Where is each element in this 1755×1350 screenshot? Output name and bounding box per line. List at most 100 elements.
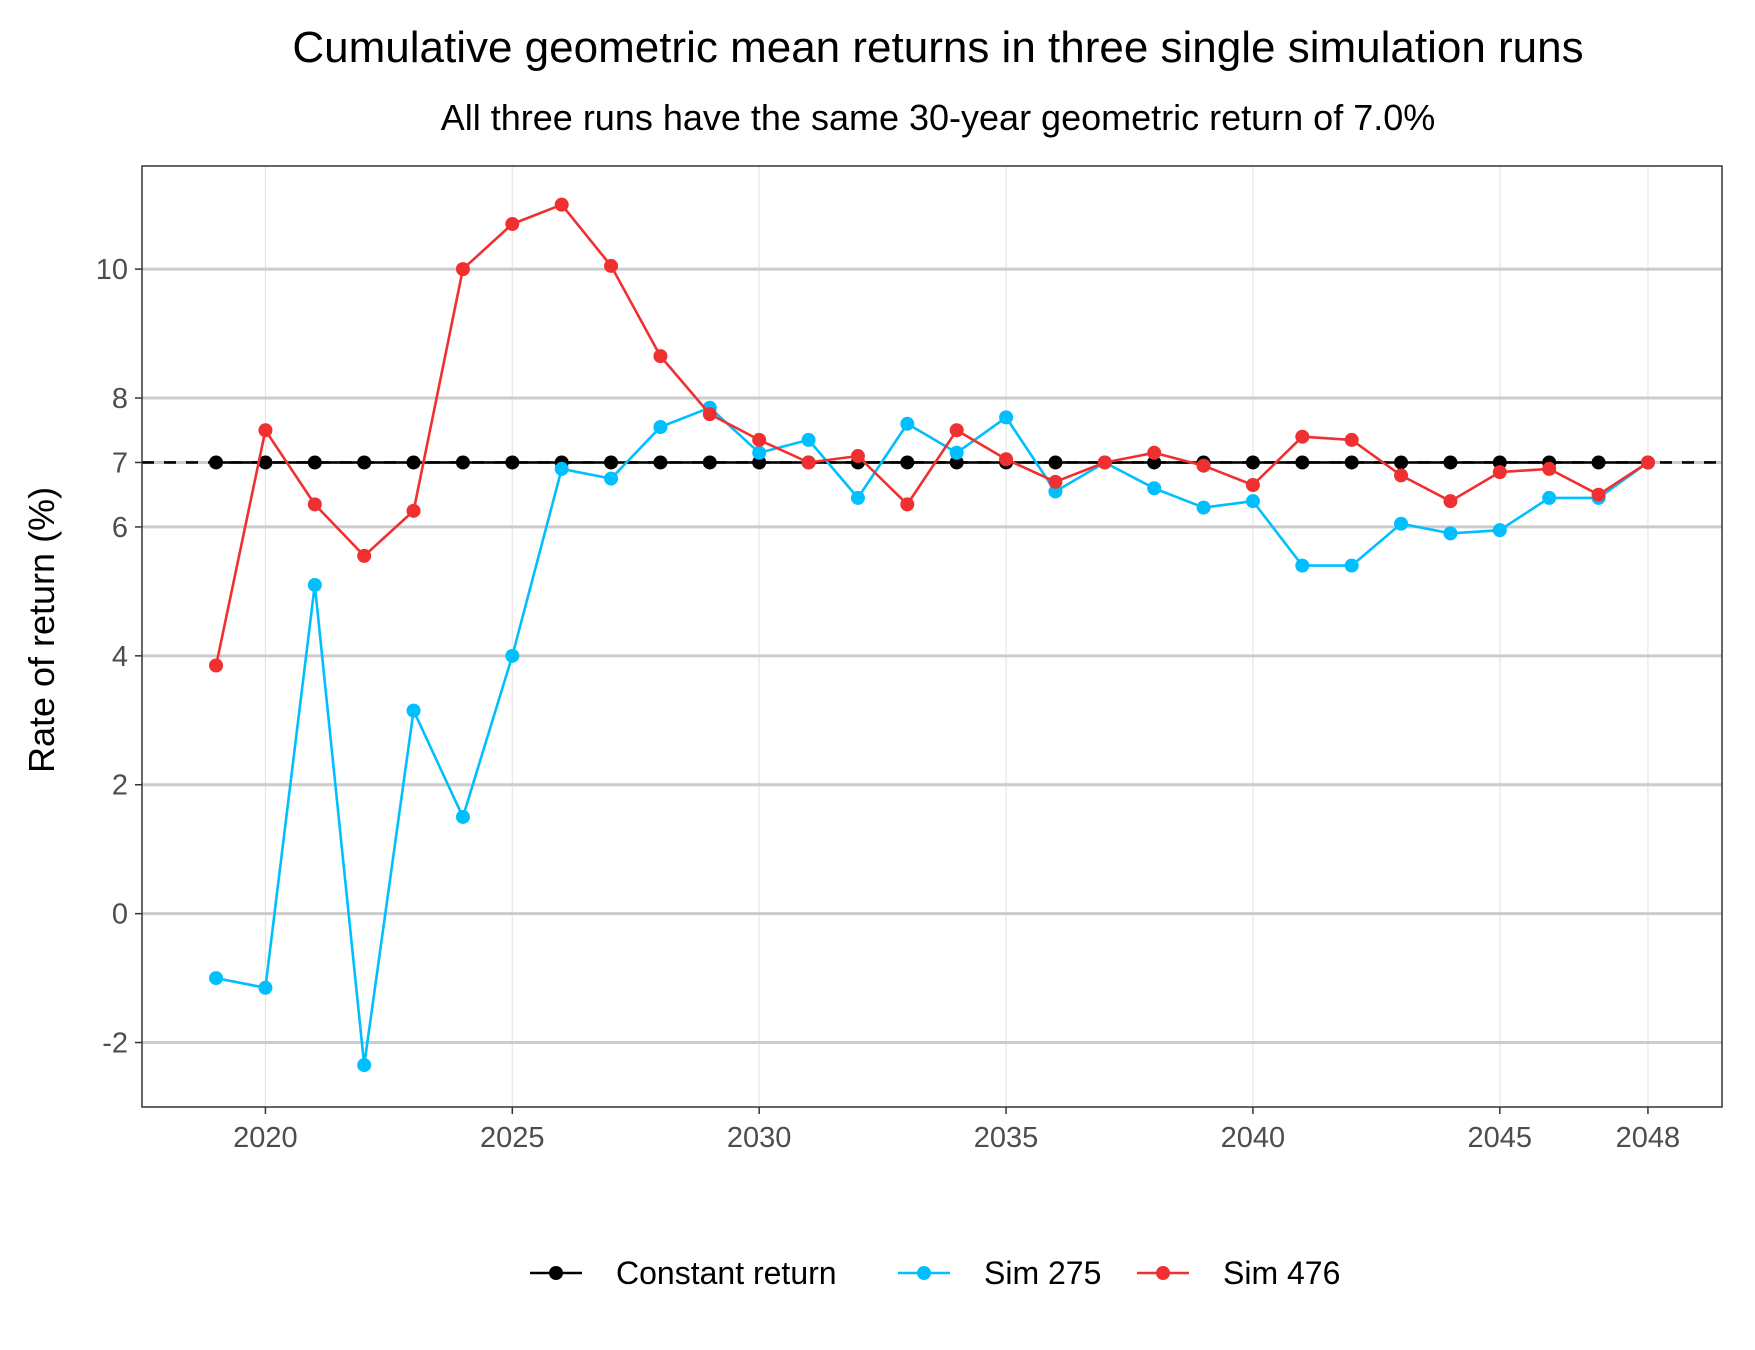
legend: Constant return Sim 275 Sim 476: [530, 1255, 1340, 1291]
data-point: [801, 432, 816, 447]
x-tick-label: 2030: [727, 1122, 792, 1154]
data-point: [1443, 526, 1458, 541]
data-point: [307, 497, 322, 512]
data-point: [357, 455, 372, 470]
data-point: [406, 503, 421, 518]
data-point: [999, 410, 1014, 425]
y-tick-label: 8: [112, 383, 128, 415]
data-point: [604, 471, 619, 486]
legend-key-point: [1156, 1266, 1170, 1280]
data-point: [1492, 465, 1507, 480]
data-point: [1443, 494, 1458, 509]
legend-label: Constant return: [616, 1255, 837, 1291]
data-point: [752, 432, 767, 447]
data-point: [1394, 455, 1409, 470]
data-point: [1591, 455, 1606, 470]
data-point: [1492, 523, 1507, 538]
data-point: [357, 548, 372, 563]
data-point: [702, 455, 717, 470]
legend-item: Sim 275: [898, 1255, 1101, 1291]
legend-item: Sim 476: [1137, 1255, 1340, 1291]
x-tick-label: 2035: [974, 1122, 1039, 1154]
data-point: [455, 809, 470, 824]
y-axis-title: Rate of return (%): [21, 487, 62, 773]
data-point: [209, 971, 224, 986]
data-point: [653, 349, 668, 364]
data-point: [1147, 455, 1162, 470]
data-point: [900, 416, 915, 431]
data-point: [1048, 484, 1063, 499]
data-point: [406, 703, 421, 718]
series-line: [215, 406, 1649, 1067]
series-line: [214, 203, 1649, 666]
legend-key-point: [549, 1266, 563, 1280]
y-tick-label: 7: [112, 447, 128, 479]
data-point: [653, 420, 668, 435]
y-tick-label: 10: [96, 254, 128, 286]
data-point: [1542, 461, 1557, 476]
data-point: [949, 455, 964, 470]
data-point: [1196, 458, 1211, 473]
data-point: [850, 449, 865, 464]
x-tick-label: 2025: [480, 1122, 545, 1154]
data-point: [752, 455, 767, 470]
data-point: [1147, 481, 1162, 496]
data-point: [850, 490, 865, 505]
data-point: [1048, 474, 1063, 489]
data-point: [357, 1058, 372, 1073]
data-point: [1492, 455, 1507, 470]
data-point: [1295, 429, 1310, 444]
data-point: [554, 461, 569, 476]
data-point: [604, 455, 619, 470]
data-point: [258, 455, 273, 470]
data-point: [455, 455, 470, 470]
data-point: [949, 445, 964, 460]
data-point: [307, 455, 322, 470]
y-tick-label: -2: [102, 1028, 128, 1060]
data-point: [1048, 455, 1063, 470]
series-sim-476: [209, 197, 1655, 673]
chart-subtitle: All three runs have the same 30-year geo…: [441, 97, 1436, 138]
data-point: [1394, 516, 1409, 531]
data-point: [1443, 455, 1458, 470]
data-point: [604, 258, 619, 273]
chart-title: Cumulative geometric mean returns in thr…: [292, 23, 1583, 72]
data-point: [307, 577, 322, 592]
x-axis: 2020 2025 2030 2035 2040 2045 2048: [233, 1107, 1680, 1154]
x-tick-label: 2045: [1468, 1122, 1533, 1154]
y-axis: -2 0 2 4 6 7 8 10: [96, 254, 142, 1060]
data-point: [1591, 487, 1606, 502]
legend-key-point: [917, 1266, 931, 1280]
data-point: [258, 423, 273, 438]
data-point: [1394, 468, 1409, 483]
legend-label: Sim 275: [984, 1255, 1101, 1291]
y-tick-label: 0: [112, 899, 128, 931]
data-point: [1245, 455, 1260, 470]
data-point: [1542, 490, 1557, 505]
legend-label: Sim 476: [1223, 1255, 1340, 1291]
data-point: [702, 407, 717, 422]
data-point: [653, 455, 668, 470]
data-point: [1640, 455, 1655, 470]
data-point: [1147, 445, 1162, 460]
data-point: [505, 217, 520, 232]
data-point: [900, 455, 915, 470]
data-point: [1097, 455, 1112, 470]
data-point: [999, 452, 1014, 467]
y-tick-label: 4: [112, 641, 128, 673]
data-point: [554, 197, 569, 212]
data-point: [258, 980, 273, 995]
data-point: [1344, 432, 1359, 447]
x-tick-label: 2040: [1221, 1122, 1286, 1154]
data-point: [406, 455, 421, 470]
data-point: [900, 497, 915, 512]
data-point: [1196, 500, 1211, 515]
series-sim-275: [209, 400, 1655, 1073]
data-point: [1245, 478, 1260, 493]
data-point: [209, 658, 224, 673]
x-tick-label: 2048: [1616, 1122, 1681, 1154]
legend-item: Constant return: [530, 1255, 837, 1291]
data-point: [801, 455, 816, 470]
data-point: [949, 423, 964, 438]
data-point: [752, 445, 767, 460]
